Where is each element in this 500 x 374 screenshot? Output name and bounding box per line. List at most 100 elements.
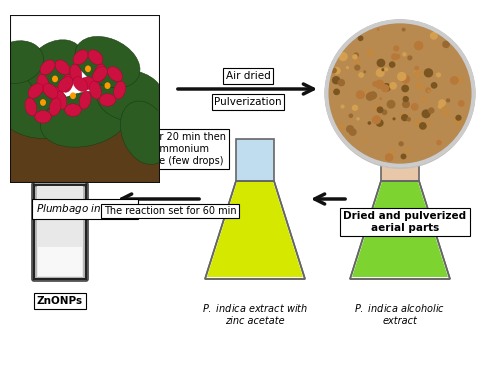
Text: ZnONPs: ZnONPs — [37, 296, 83, 306]
Circle shape — [419, 122, 427, 130]
Circle shape — [375, 80, 384, 89]
Text: Pulverization: Pulverization — [214, 97, 282, 107]
Circle shape — [346, 66, 349, 69]
Circle shape — [395, 54, 400, 59]
Text: $P.$ $indica$ alcoholic
extract: $P.$ $indica$ alcoholic extract — [354, 302, 446, 326]
Circle shape — [85, 65, 91, 72]
Circle shape — [362, 137, 367, 143]
Circle shape — [414, 66, 419, 71]
Circle shape — [436, 73, 441, 77]
Circle shape — [438, 104, 442, 109]
Circle shape — [356, 90, 365, 99]
Ellipse shape — [80, 77, 96, 89]
Ellipse shape — [55, 91, 67, 109]
Circle shape — [368, 92, 372, 95]
Ellipse shape — [28, 83, 43, 98]
Circle shape — [333, 89, 340, 95]
Ellipse shape — [99, 94, 116, 106]
Circle shape — [358, 72, 364, 78]
Polygon shape — [205, 181, 305, 279]
Circle shape — [402, 96, 409, 102]
Text: The reaction set for 60 min: The reaction set for 60 min — [104, 206, 236, 216]
Circle shape — [456, 115, 462, 121]
Text: $Plumbago$ $indica$ L.: $Plumbago$ $indica$ L. — [36, 202, 134, 216]
Circle shape — [352, 105, 358, 111]
Ellipse shape — [120, 101, 170, 165]
Circle shape — [408, 114, 410, 116]
Circle shape — [411, 103, 418, 111]
Circle shape — [402, 85, 409, 92]
Circle shape — [374, 104, 381, 111]
Ellipse shape — [114, 81, 126, 99]
Circle shape — [52, 76, 58, 82]
Circle shape — [376, 119, 384, 127]
Circle shape — [338, 79, 345, 86]
Circle shape — [430, 82, 438, 89]
Polygon shape — [352, 182, 448, 277]
Circle shape — [385, 153, 394, 162]
Circle shape — [348, 113, 353, 118]
Circle shape — [338, 52, 348, 61]
Circle shape — [382, 83, 391, 92]
Circle shape — [340, 104, 344, 108]
Circle shape — [70, 92, 76, 99]
Text: Air dried: Air dried — [226, 71, 270, 81]
FancyBboxPatch shape — [381, 139, 419, 181]
Circle shape — [376, 107, 384, 113]
Circle shape — [40, 99, 46, 106]
Circle shape — [402, 52, 406, 56]
Ellipse shape — [47, 87, 63, 99]
Circle shape — [390, 148, 395, 154]
Circle shape — [354, 59, 360, 65]
Circle shape — [456, 76, 464, 83]
Ellipse shape — [43, 83, 58, 98]
Circle shape — [389, 61, 396, 68]
Circle shape — [346, 125, 354, 133]
Circle shape — [372, 115, 381, 125]
Ellipse shape — [25, 98, 37, 116]
Circle shape — [441, 107, 450, 117]
Ellipse shape — [92, 67, 108, 82]
Circle shape — [379, 97, 382, 100]
Circle shape — [372, 81, 378, 87]
Circle shape — [326, 21, 474, 166]
Circle shape — [454, 127, 456, 130]
Polygon shape — [207, 182, 303, 277]
Circle shape — [382, 110, 388, 115]
Ellipse shape — [88, 50, 103, 65]
FancyBboxPatch shape — [32, 183, 88, 281]
Circle shape — [402, 28, 406, 31]
Circle shape — [400, 154, 406, 159]
Circle shape — [354, 65, 360, 71]
Circle shape — [364, 88, 370, 94]
Circle shape — [426, 121, 431, 126]
Bar — [10, 125, 160, 183]
Circle shape — [404, 147, 410, 153]
Circle shape — [393, 45, 400, 52]
Ellipse shape — [37, 74, 49, 92]
Circle shape — [422, 109, 430, 118]
Ellipse shape — [94, 64, 106, 82]
Text: $P.$ $indica$ extract with
zinc acetate: $P.$ $indica$ extract with zinc acetate — [202, 302, 308, 326]
Circle shape — [389, 82, 397, 90]
Circle shape — [428, 107, 434, 114]
Circle shape — [438, 99, 446, 107]
Ellipse shape — [79, 91, 91, 109]
FancyBboxPatch shape — [37, 186, 83, 277]
Circle shape — [397, 72, 406, 81]
Circle shape — [450, 76, 459, 85]
Circle shape — [368, 121, 371, 125]
Ellipse shape — [73, 50, 88, 65]
Circle shape — [104, 82, 110, 89]
Circle shape — [364, 70, 366, 73]
Ellipse shape — [40, 91, 130, 147]
Circle shape — [386, 100, 396, 108]
Ellipse shape — [73, 77, 88, 92]
Circle shape — [376, 59, 386, 67]
Circle shape — [408, 55, 412, 61]
Circle shape — [352, 54, 358, 59]
Circle shape — [338, 124, 344, 131]
Circle shape — [400, 135, 404, 137]
Circle shape — [326, 24, 474, 169]
Circle shape — [366, 92, 374, 101]
